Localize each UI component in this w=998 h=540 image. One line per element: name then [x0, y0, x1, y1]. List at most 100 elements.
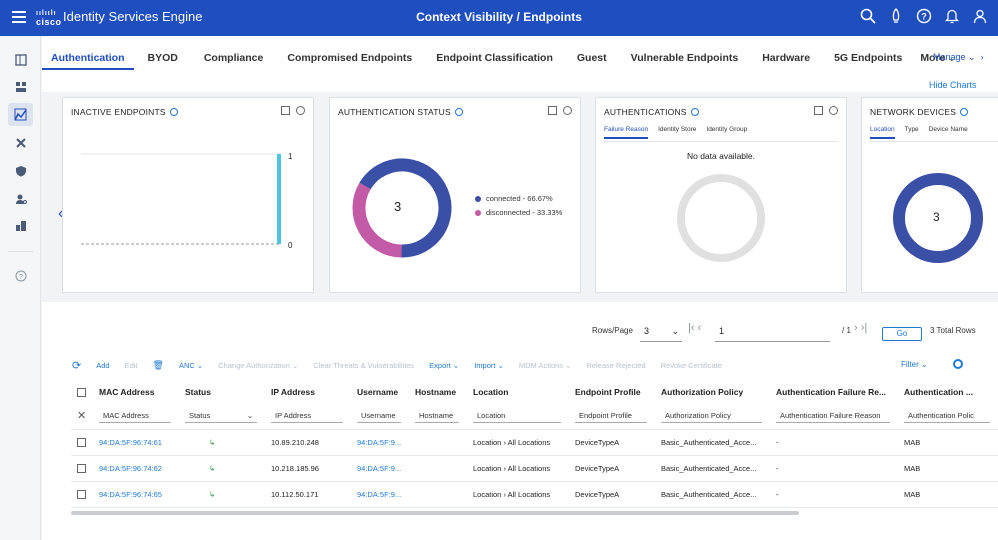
- chevron-left-icon[interactable]: ‹: [58, 205, 64, 222]
- clear-threats-button[interactable]: Clear Threats & Vulnerabilities: [313, 360, 415, 370]
- chevron-right-icon[interactable]: ›: [980, 52, 984, 62]
- edit-button[interactable]: Edit: [124, 360, 138, 370]
- row-checkbox[interactable]: [77, 463, 86, 473]
- policy-icon[interactable]: [12, 162, 30, 180]
- bookmark-icon[interactable]: [12, 51, 30, 69]
- context-visibility-icon[interactable]: [8, 103, 33, 126]
- mdm-actions-dropdown[interactable]: MDM Actions ⌄: [518, 360, 572, 370]
- subtab-device-name[interactable]: Device Name: [928, 126, 968, 133]
- search-icon[interactable]: [860, 8, 876, 24]
- release-rejected-button[interactable]: Release Rejected: [586, 360, 646, 370]
- col-authorization-policy[interactable]: Authorization Policy: [661, 387, 744, 397]
- tab-endpoint-classification[interactable]: Endpoint Classification: [436, 52, 553, 64]
- filter-location-input[interactable]: Location: [473, 409, 561, 423]
- trash-icon[interactable]: 🗑: [152, 359, 164, 370]
- add-button[interactable]: Add: [96, 360, 110, 370]
- refresh-icon[interactable]: ⟳: [72, 359, 82, 372]
- filter-mac-input[interactable]: MAC Address: [99, 409, 171, 423]
- tab-compromised-endpoints[interactable]: Compromised Endpoints: [287, 52, 413, 64]
- gear-icon[interactable]: [953, 359, 963, 369]
- info-icon[interactable]: [169, 108, 178, 116]
- table-row[interactable]: 94:DA:5F:96:74:62 ↳ 10.218.185.96 94:DA:…: [71, 455, 998, 482]
- bell-icon[interactable]: [944, 8, 960, 24]
- col-mac-address[interactable]: MAC Address: [99, 387, 155, 397]
- tab-compliance[interactable]: Compliance: [203, 52, 264, 64]
- hamburger-menu-icon[interactable]: [12, 11, 26, 23]
- col-location[interactable]: Location: [473, 387, 509, 397]
- grid-toolbar: ⟳ Add Edit 🗑 ANC ⌄ Change Authorization …: [72, 358, 737, 372]
- username-link[interactable]: 94:DA:5F:9...: [351, 455, 409, 482]
- select-all-checkbox[interactable]: [77, 388, 86, 398]
- filter-username-input[interactable]: Username: [357, 409, 401, 423]
- subtab-identity-store[interactable]: Identity Store: [658, 126, 697, 133]
- refresh-icon[interactable]: [563, 106, 572, 115]
- work-centers-icon[interactable]: [12, 217, 30, 235]
- filter-ip-input[interactable]: IP Address: [271, 409, 343, 423]
- col-hostname[interactable]: Hostname: [415, 387, 457, 397]
- page-next-last-icons[interactable]: › ›|: [854, 322, 868, 334]
- filter-auth-failure-input[interactable]: Authentication Failure Reason: [776, 409, 890, 423]
- mac-link[interactable]: 94:DA:5F:96:74:62: [93, 455, 179, 482]
- help-icon[interactable]: ?: [916, 8, 932, 24]
- help-circle-icon[interactable]: ?: [12, 267, 30, 285]
- subtab-failure-reason[interactable]: Failure Reason: [604, 126, 649, 139]
- col-endpoint-profile[interactable]: Endpoint Profile: [575, 387, 641, 397]
- col-status[interactable]: Status: [185, 387, 211, 397]
- tools-icon[interactable]: [12, 134, 30, 152]
- col-auth-policy[interactable]: Authentication ...: [904, 387, 973, 397]
- refresh-icon[interactable]: [296, 106, 305, 115]
- col-username[interactable]: Username: [357, 387, 399, 397]
- tab-byod[interactable]: BYOD: [147, 52, 178, 64]
- revoke-certificate-button[interactable]: Revoke Certificate: [660, 360, 722, 370]
- tab-authentication[interactable]: Authentication: [42, 50, 134, 70]
- table-row[interactable]: 94:DA:5F:96:74:65 ↳ 10.112.50.171 94:DA:…: [71, 481, 998, 508]
- subtab-location[interactable]: Location: [870, 126, 895, 139]
- expand-icon[interactable]: [814, 106, 823, 115]
- clear-filter-icon[interactable]: ✕: [71, 403, 93, 430]
- import-dropdown[interactable]: Import ⌄: [474, 360, 504, 370]
- dashboard-icon[interactable]: [12, 78, 30, 96]
- table-row[interactable]: 94:DA:5F:96:74:61 ↳ 10.89.210.248 94:DA:…: [71, 429, 998, 456]
- subtab-type[interactable]: Type: [904, 126, 919, 133]
- change-authorization-dropdown[interactable]: Change Authorization ⌄: [218, 360, 299, 370]
- filter-authorization-policy-input[interactable]: Authorization Policy: [661, 409, 762, 423]
- go-button[interactable]: Go: [882, 327, 922, 341]
- page-first-prev-icons[interactable]: |‹ ‹: [688, 322, 702, 334]
- filter-dropdown[interactable]: Filter ⌄: [901, 360, 928, 369]
- col-auth-failure-reason[interactable]: Authentication Failure Re...: [776, 387, 887, 397]
- subtab-identity-group[interactable]: Identity Group: [706, 126, 748, 133]
- mac-link[interactable]: 94:DA:5F:96:74:61: [93, 429, 179, 456]
- info-icon[interactable]: [454, 108, 463, 116]
- expand-icon[interactable]: [281, 106, 290, 115]
- rocket-icon[interactable]: [888, 8, 904, 24]
- filter-auth-policy-input[interactable]: Authentication Polic: [904, 409, 990, 423]
- mac-link[interactable]: 94:DA:5F:96:74:65: [93, 481, 179, 508]
- export-dropdown[interactable]: Export ⌄: [429, 360, 460, 370]
- location-root: Location: [473, 437, 502, 447]
- page-number-input[interactable]: 1: [715, 326, 830, 342]
- hide-charts-link[interactable]: Hide Charts: [929, 80, 977, 90]
- username-link[interactable]: 94:DA:5F:9...: [351, 481, 409, 508]
- expand-icon[interactable]: [548, 106, 557, 115]
- info-icon[interactable]: [690, 108, 699, 116]
- info-icon[interactable]: [960, 108, 969, 116]
- anc-dropdown[interactable]: ANC ⌄: [178, 360, 204, 370]
- col-ip-address[interactable]: IP Address: [271, 387, 315, 397]
- tab-guest[interactable]: Guest: [576, 52, 607, 64]
- tab-more[interactable]: More ⌄: [914, 50, 961, 70]
- horizontal-scrollbar[interactable]: [71, 511, 799, 515]
- user-icon[interactable]: [972, 8, 988, 24]
- tab-5g-endpoints[interactable]: 5G Endpoints: [834, 52, 903, 64]
- refresh-icon[interactable]: [829, 106, 838, 115]
- row-checkbox[interactable]: [77, 437, 86, 447]
- manage-dropdown[interactable]: Manage ⌄ ›: [933, 52, 984, 63]
- administration-icon[interactable]: [12, 190, 30, 208]
- tab-hardware[interactable]: Hardware: [762, 52, 811, 64]
- filter-endpoint-profile-input[interactable]: Endpoint Profile: [575, 409, 647, 423]
- username-link[interactable]: 94:DA:5F:9...: [351, 429, 409, 456]
- rows-per-page-select[interactable]: 3 ⌄: [640, 326, 682, 342]
- tab-vulnerable-endpoints[interactable]: Vulnerable Endpoints: [630, 52, 739, 64]
- filter-status-select[interactable]: Status ⌄: [185, 409, 257, 423]
- row-checkbox[interactable]: [77, 489, 86, 499]
- filter-hostname-input[interactable]: Hostname: [415, 409, 459, 423]
